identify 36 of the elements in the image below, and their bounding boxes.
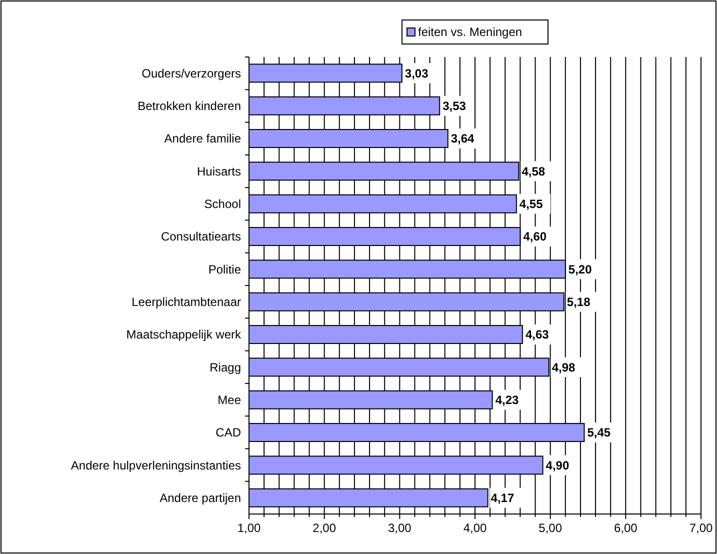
data-label: 5,18 bbox=[566, 295, 591, 310]
y-tick-label: Politie bbox=[208, 262, 242, 276]
y-tick-label: Consultatiearts bbox=[160, 230, 241, 244]
data-label: 4,60 bbox=[523, 230, 547, 244]
data-label: 4,17 bbox=[490, 491, 514, 506]
data-label: 4,63 bbox=[525, 328, 550, 342]
y-tick-label: Huisarts bbox=[196, 164, 241, 178]
data-label: 5,20 bbox=[568, 262, 592, 276]
x-tick-label: 7,00 bbox=[689, 521, 713, 535]
legend-label: feiten vs. Meningen bbox=[418, 25, 522, 40]
y-tick-label: Betrokken kinderen bbox=[138, 99, 241, 114]
data-label: 3,03 bbox=[404, 66, 429, 80]
y-tick-label: Maatschappelijk werk bbox=[126, 328, 242, 342]
x-tick-label: 5,00 bbox=[538, 521, 562, 535]
y-tick-label: CAD bbox=[216, 426, 242, 440]
x-tick-label: 6,00 bbox=[614, 521, 638, 535]
y-tick-label: Riagg bbox=[210, 360, 241, 374]
data-label: 4,55 bbox=[519, 197, 544, 212]
data-label: 4,23 bbox=[495, 393, 520, 408]
y-tick-label: Andere partijen bbox=[160, 491, 241, 506]
x-tick-label: 4,00 bbox=[463, 521, 487, 535]
data-label: 4,98 bbox=[552, 360, 576, 374]
data-label: 4,90 bbox=[546, 458, 570, 472]
data-label: 3,53 bbox=[442, 99, 466, 114]
data-label: 3,64 bbox=[450, 132, 475, 146]
y-tick-label: Andere familie bbox=[164, 132, 242, 146]
data-label: 4,58 bbox=[522, 164, 546, 178]
y-tick-label: Ouders/verzorgers bbox=[142, 66, 241, 80]
y-tick-label: Mee bbox=[218, 393, 242, 408]
y-tick-label: Andere hulpverleningsinstanties bbox=[70, 458, 241, 472]
x-tick-label: 1,00 bbox=[237, 521, 261, 535]
y-tick-label: Leerplichtambtenaar bbox=[132, 295, 241, 310]
y-tick-label: School bbox=[204, 197, 241, 212]
data-label: 5,45 bbox=[587, 426, 611, 440]
x-tick-label: 2,00 bbox=[312, 521, 336, 535]
x-tick-label: 3,00 bbox=[388, 521, 412, 535]
